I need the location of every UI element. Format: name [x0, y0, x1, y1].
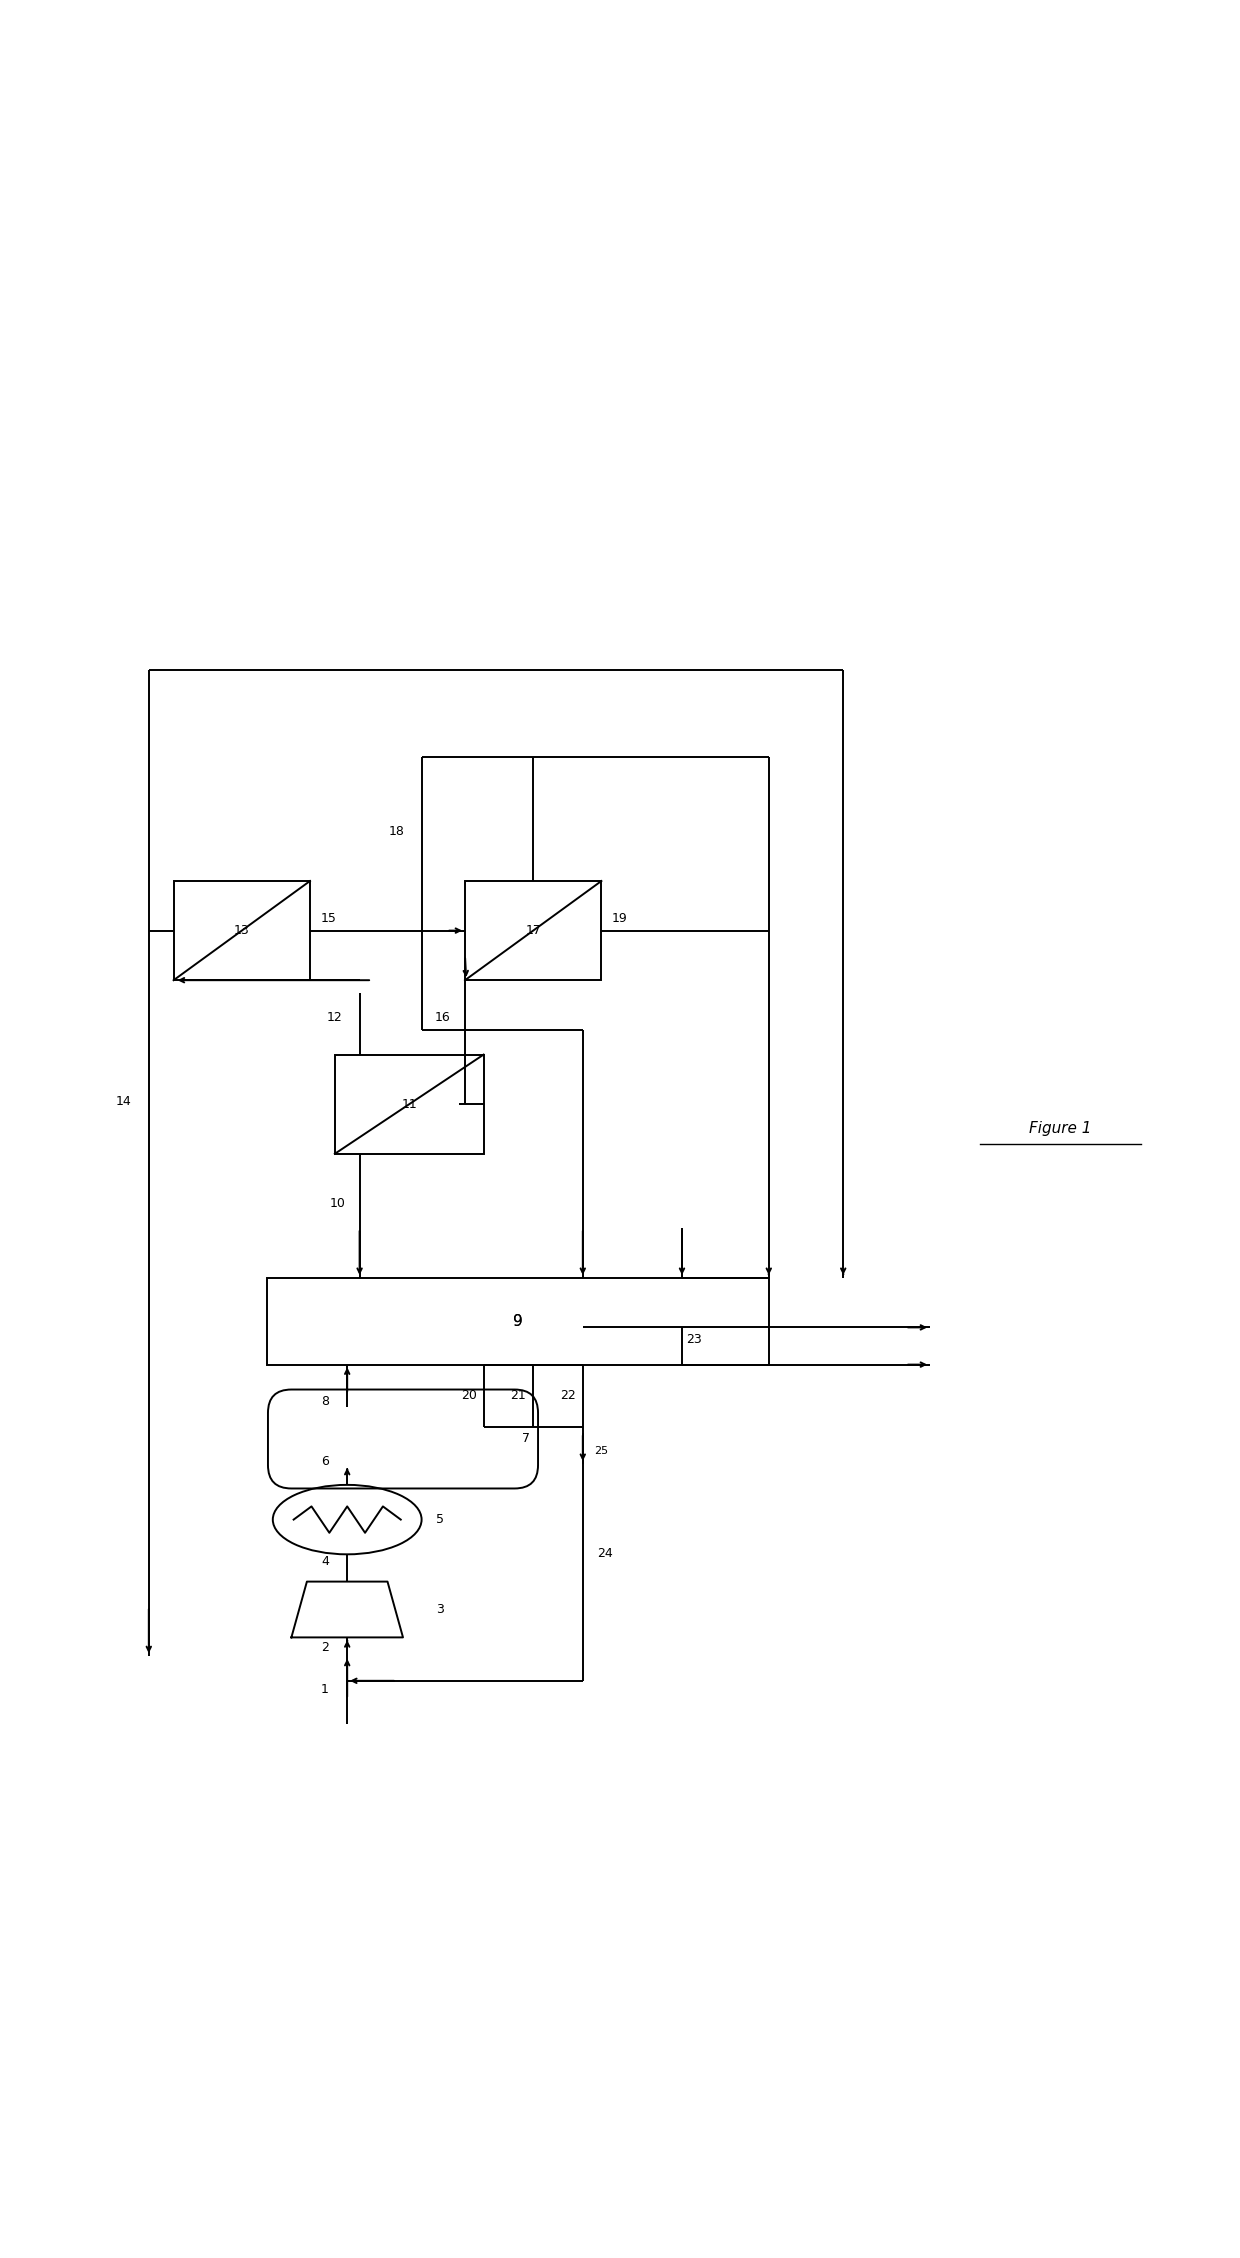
Text: 20: 20	[461, 1389, 476, 1402]
Text: 19: 19	[613, 912, 627, 926]
Text: 1: 1	[321, 1682, 329, 1696]
Text: 9: 9	[513, 1314, 522, 1328]
Text: 6: 6	[321, 1456, 329, 1468]
Text: 3: 3	[436, 1603, 444, 1617]
Text: 14: 14	[117, 1095, 131, 1109]
Text: 25: 25	[594, 1447, 609, 1456]
Text: 8: 8	[321, 1395, 329, 1409]
Text: 21: 21	[511, 1389, 526, 1402]
Text: 5: 5	[436, 1513, 444, 1526]
Text: 13: 13	[234, 924, 249, 937]
Text: 2: 2	[321, 1642, 329, 1653]
Bar	[335, 1054, 484, 1154]
Text: 11: 11	[402, 1097, 417, 1111]
Bar	[267, 1278, 769, 1364]
Text: 22: 22	[560, 1389, 575, 1402]
Text: 9: 9	[513, 1314, 522, 1328]
Text: 10: 10	[330, 1197, 345, 1210]
Text: 16: 16	[435, 1012, 450, 1023]
Bar	[465, 881, 601, 980]
Bar	[174, 881, 310, 980]
Text: 18: 18	[389, 824, 404, 838]
Text: 23: 23	[687, 1332, 702, 1346]
Text: 17: 17	[526, 924, 541, 937]
Text: Figure 1: Figure 1	[1029, 1122, 1091, 1136]
Text: 12: 12	[327, 1012, 342, 1023]
Text: 24: 24	[598, 1547, 613, 1560]
Text: 7: 7	[522, 1432, 529, 1445]
Text: 4: 4	[321, 1556, 329, 1569]
Text: 15: 15	[321, 912, 336, 926]
